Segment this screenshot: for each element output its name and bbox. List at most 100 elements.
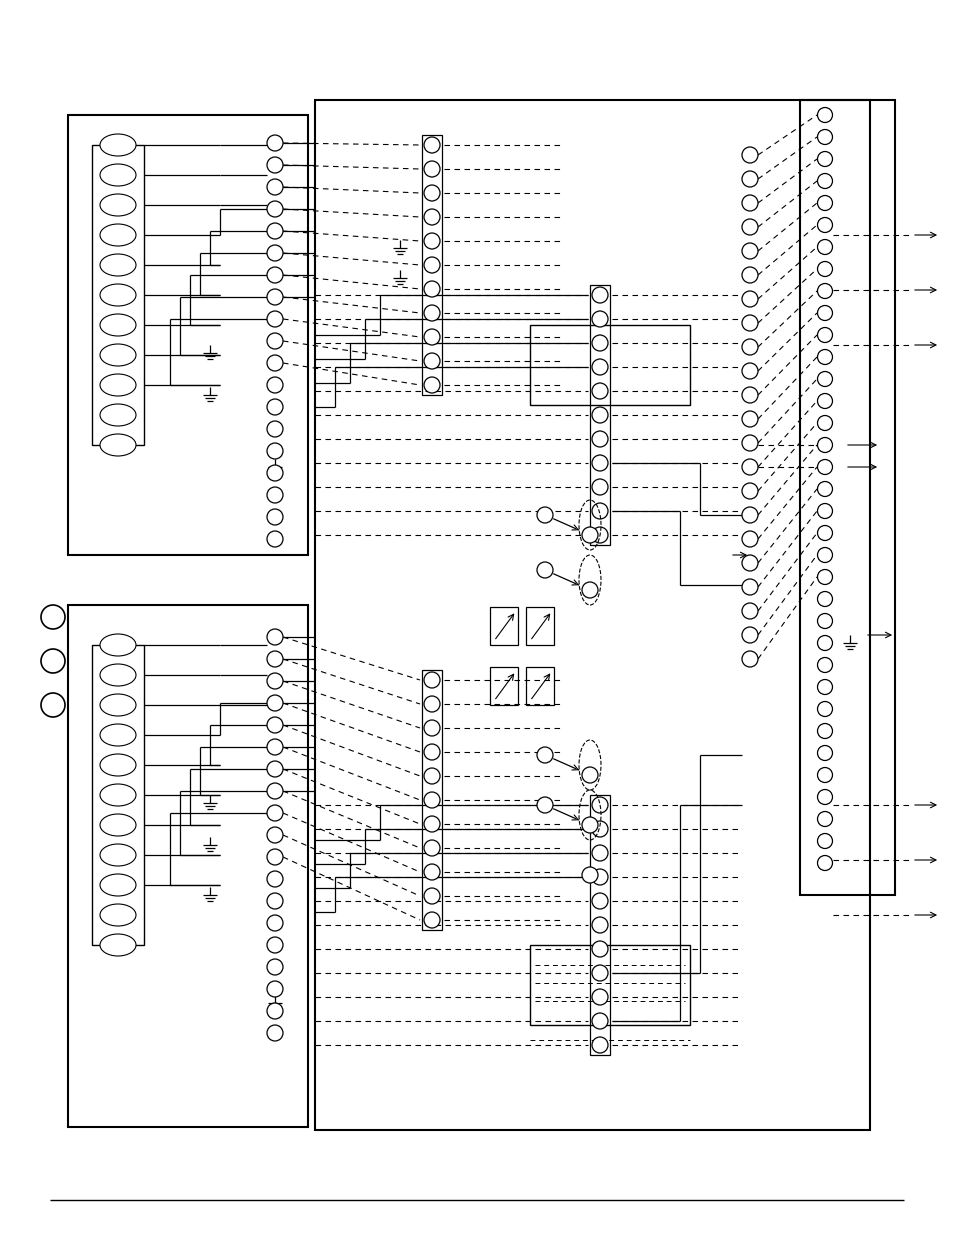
Circle shape xyxy=(423,864,439,881)
Circle shape xyxy=(267,135,283,151)
Circle shape xyxy=(741,483,758,499)
Circle shape xyxy=(267,673,283,689)
Circle shape xyxy=(423,233,439,249)
Circle shape xyxy=(537,747,553,763)
Ellipse shape xyxy=(100,284,136,306)
Circle shape xyxy=(741,243,758,259)
Circle shape xyxy=(817,636,832,651)
Circle shape xyxy=(423,353,439,369)
Circle shape xyxy=(817,482,832,496)
Circle shape xyxy=(592,989,607,1005)
Circle shape xyxy=(41,650,65,673)
Circle shape xyxy=(267,695,283,711)
Circle shape xyxy=(267,509,283,525)
Circle shape xyxy=(741,195,758,211)
Circle shape xyxy=(592,918,607,932)
Circle shape xyxy=(267,224,283,240)
Circle shape xyxy=(423,282,439,296)
Ellipse shape xyxy=(100,314,136,336)
Bar xyxy=(525,606,554,645)
Circle shape xyxy=(817,394,832,409)
Bar xyxy=(421,671,441,930)
Circle shape xyxy=(817,130,832,144)
Bar xyxy=(421,135,441,395)
Circle shape xyxy=(817,240,832,254)
Circle shape xyxy=(592,335,607,351)
Circle shape xyxy=(817,372,832,387)
Circle shape xyxy=(267,871,283,887)
Circle shape xyxy=(741,579,758,595)
Circle shape xyxy=(423,329,439,345)
Circle shape xyxy=(267,157,283,173)
Circle shape xyxy=(581,818,598,832)
Circle shape xyxy=(423,257,439,273)
Circle shape xyxy=(817,459,832,474)
Circle shape xyxy=(537,562,553,578)
Ellipse shape xyxy=(100,934,136,956)
Circle shape xyxy=(267,915,283,931)
Circle shape xyxy=(817,415,832,431)
Circle shape xyxy=(267,487,283,503)
Circle shape xyxy=(537,508,553,522)
Ellipse shape xyxy=(100,374,136,396)
Circle shape xyxy=(423,743,439,760)
Circle shape xyxy=(817,856,832,871)
Circle shape xyxy=(817,746,832,761)
Ellipse shape xyxy=(100,194,136,216)
Ellipse shape xyxy=(100,664,136,685)
Circle shape xyxy=(423,816,439,832)
Circle shape xyxy=(267,267,283,283)
Circle shape xyxy=(267,761,283,777)
Circle shape xyxy=(592,527,607,543)
Circle shape xyxy=(741,651,758,667)
Circle shape xyxy=(423,911,439,927)
Circle shape xyxy=(741,627,758,643)
Circle shape xyxy=(817,789,832,804)
Ellipse shape xyxy=(100,694,136,716)
Circle shape xyxy=(267,739,283,755)
Circle shape xyxy=(267,443,283,459)
Circle shape xyxy=(741,338,758,354)
Circle shape xyxy=(267,805,283,821)
Bar xyxy=(800,100,894,895)
Circle shape xyxy=(267,289,283,305)
Circle shape xyxy=(817,262,832,277)
Circle shape xyxy=(817,811,832,826)
Circle shape xyxy=(817,217,832,232)
Circle shape xyxy=(592,383,607,399)
Circle shape xyxy=(817,437,832,452)
Circle shape xyxy=(581,867,598,883)
Circle shape xyxy=(592,821,607,837)
Circle shape xyxy=(581,767,598,783)
Circle shape xyxy=(267,848,283,864)
Circle shape xyxy=(817,107,832,122)
Circle shape xyxy=(817,701,832,716)
Circle shape xyxy=(817,547,832,562)
Circle shape xyxy=(592,965,607,981)
Circle shape xyxy=(267,311,283,327)
Circle shape xyxy=(592,479,607,495)
Ellipse shape xyxy=(100,135,136,156)
Circle shape xyxy=(581,582,598,598)
Circle shape xyxy=(817,504,832,519)
Circle shape xyxy=(592,287,607,303)
Ellipse shape xyxy=(100,874,136,897)
Ellipse shape xyxy=(100,904,136,926)
Circle shape xyxy=(592,893,607,909)
Circle shape xyxy=(741,603,758,619)
Circle shape xyxy=(267,377,283,393)
Circle shape xyxy=(817,679,832,694)
Ellipse shape xyxy=(100,224,136,246)
Circle shape xyxy=(41,693,65,718)
Ellipse shape xyxy=(100,724,136,746)
Ellipse shape xyxy=(100,345,136,366)
Bar xyxy=(490,606,517,645)
Circle shape xyxy=(423,672,439,688)
Circle shape xyxy=(741,435,758,451)
Ellipse shape xyxy=(100,814,136,836)
Circle shape xyxy=(267,333,283,350)
Circle shape xyxy=(592,311,607,327)
Circle shape xyxy=(817,526,832,541)
Circle shape xyxy=(741,459,758,475)
Circle shape xyxy=(741,219,758,235)
